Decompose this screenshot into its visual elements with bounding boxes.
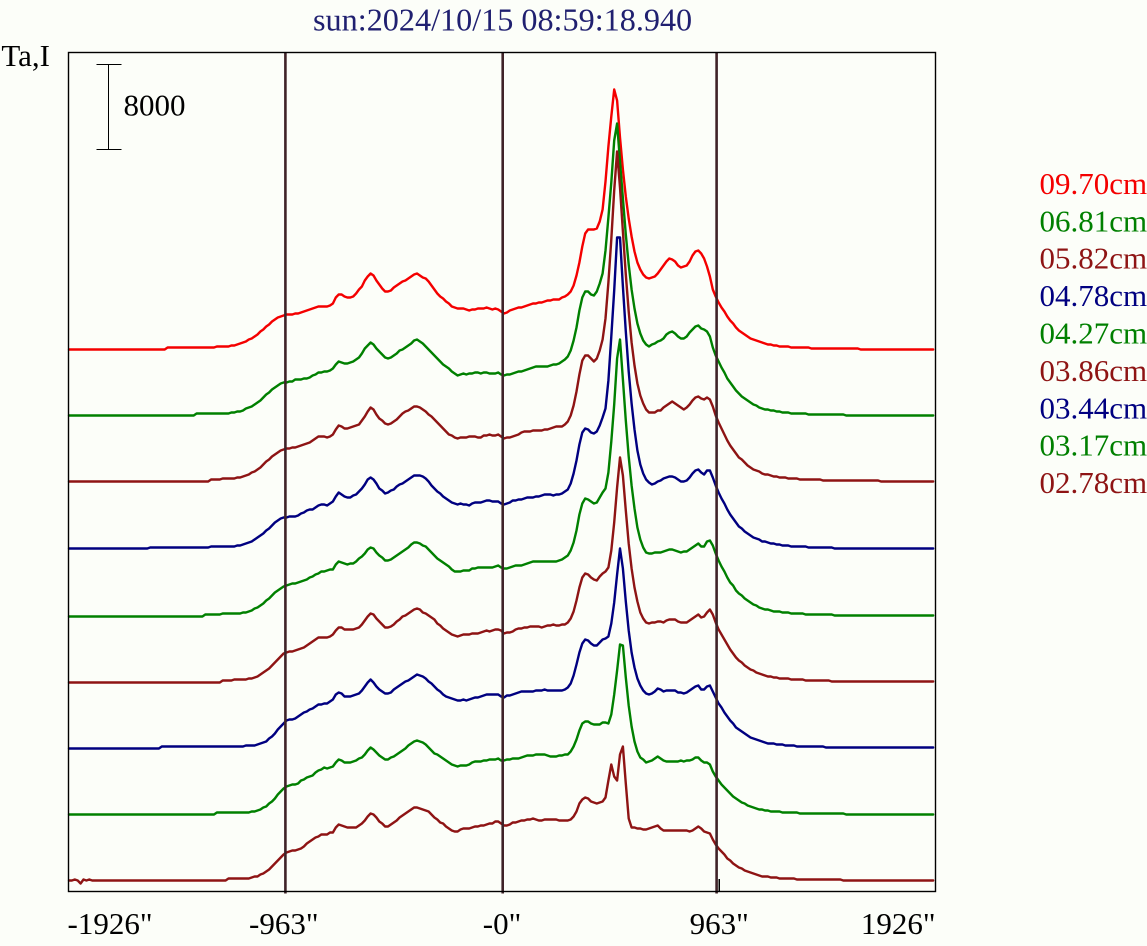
- svg-text:05.82cm: 05.82cm: [1040, 241, 1147, 276]
- svg-text:04.27cm: 04.27cm: [1040, 316, 1147, 351]
- svg-text:8000: 8000: [124, 88, 186, 123]
- svg-text:03.44cm: 03.44cm: [1040, 390, 1147, 425]
- svg-text:06.81cm: 06.81cm: [1040, 203, 1147, 238]
- svg-text:963": 963": [690, 906, 749, 941]
- svg-text:-0": -0": [483, 906, 521, 941]
- svg-text:-963": -963": [249, 906, 318, 941]
- svg-text:02.78cm: 02.78cm: [1040, 465, 1147, 500]
- svg-text:09.70cm: 09.70cm: [1040, 166, 1147, 201]
- svg-text:03.17cm: 03.17cm: [1040, 428, 1147, 463]
- svg-text:Ta,I: Ta,I: [1, 38, 50, 73]
- svg-text:03.86cm: 03.86cm: [1040, 353, 1147, 388]
- svg-text:sun:2024/10/15 08:59:18.940: sun:2024/10/15 08:59:18.940: [313, 1, 692, 37]
- svg-text:1926": 1926": [861, 906, 936, 941]
- svg-text:04.78cm: 04.78cm: [1040, 278, 1147, 313]
- svg-text:-1926": -1926": [68, 906, 153, 941]
